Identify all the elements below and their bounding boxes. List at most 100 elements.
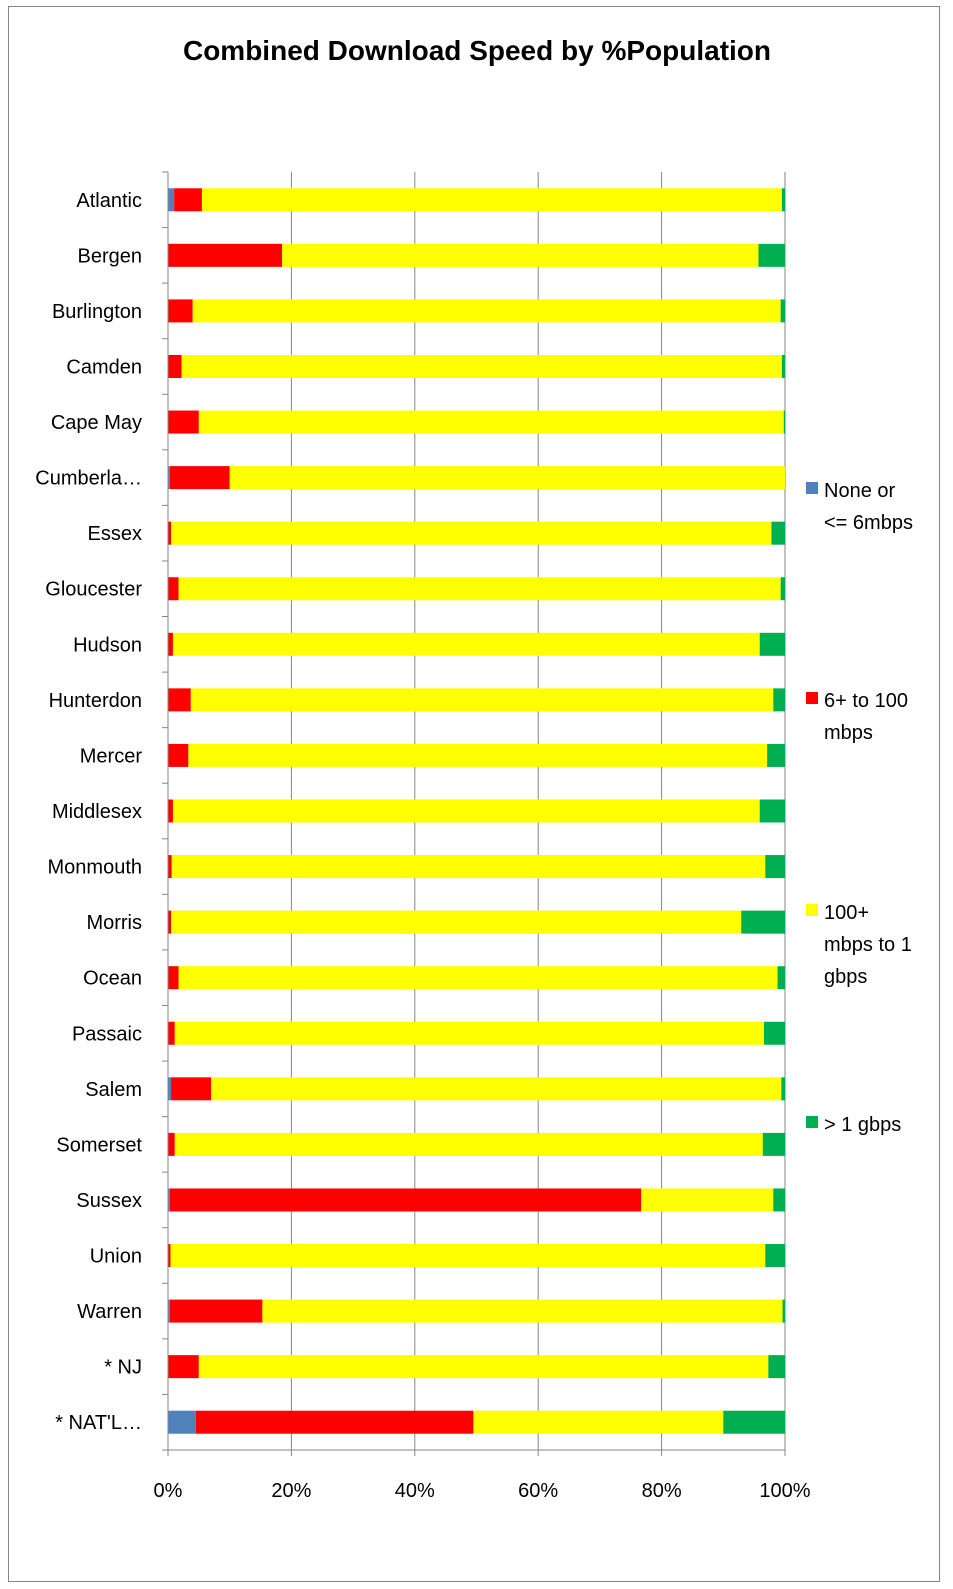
category-label: Hunterdon	[49, 690, 142, 712]
bar-segment	[168, 966, 179, 990]
bar-segment	[168, 1188, 170, 1212]
category-labels: Atlantic Bergen Burlington Camden Cape May Cu…	[35, 190, 142, 1434]
category-label: Hudson	[73, 634, 142, 656]
bar-segment	[168, 1299, 170, 1323]
bar-segment	[783, 410, 785, 434]
legend-label: mbps to 1	[824, 934, 912, 956]
legend-label: > 1 gbps	[824, 1114, 901, 1136]
bar-segment	[168, 188, 175, 212]
x-tick-label: 0%	[154, 1480, 183, 1502]
legend-label: <= 6mbps	[824, 512, 913, 534]
bar-segment	[181, 354, 782, 378]
bar-segment	[282, 243, 759, 267]
bar-segment	[741, 910, 785, 934]
legend: None or <= 6mbps 6+ to 100 mbps 100+ mbps to …	[806, 480, 913, 1136]
bar-segment	[201, 188, 782, 212]
bar-series	[168, 188, 785, 1434]
legend-swatch	[806, 904, 818, 916]
bar-segment	[174, 1021, 765, 1045]
bar-segment	[168, 354, 182, 378]
bar-segment	[773, 688, 785, 712]
category-label: Union	[90, 1246, 142, 1268]
bar-segment	[765, 1244, 785, 1268]
bar-segment	[168, 1077, 172, 1101]
bar-segment	[781, 188, 785, 212]
x-tick-label: 80%	[642, 1480, 682, 1502]
bar-segment	[168, 521, 172, 545]
category-label: Atlantic	[76, 190, 142, 212]
category-label: Mercer	[80, 745, 143, 767]
bar-segment	[777, 966, 785, 990]
bar-segment	[174, 1132, 763, 1156]
bar-segment	[780, 577, 785, 601]
bar-segment	[780, 299, 785, 323]
bar-segment	[168, 1021, 175, 1045]
bar-segment	[192, 299, 781, 323]
bar-segment	[174, 188, 202, 212]
bar-segment	[188, 743, 768, 767]
category-label: Camden	[66, 356, 142, 378]
legend-swatch	[806, 692, 818, 704]
x-tick-label: 60%	[518, 1480, 558, 1502]
x-tick-labels: 0% 20% 40% 60% 80% 100%	[154, 1480, 811, 1502]
bar-segment	[169, 466, 230, 490]
bar-segment	[764, 1021, 785, 1045]
bar-segment	[171, 1077, 212, 1101]
bar-segment	[773, 1188, 785, 1212]
bar-segment	[781, 1077, 785, 1101]
bar-segment	[781, 354, 785, 378]
bar-segment	[172, 799, 760, 823]
bar-segment	[168, 577, 179, 601]
bar-segment	[168, 1410, 196, 1434]
bar-segment	[168, 632, 173, 656]
bar-segment	[641, 1188, 774, 1212]
bar-segment	[168, 855, 172, 879]
bar-segment	[168, 410, 199, 434]
axes	[162, 171, 786, 1456]
bar-segment	[229, 466, 785, 490]
chart-title: Combined Download Speed by %Population	[183, 35, 771, 66]
bar-segment	[168, 1355, 199, 1379]
category-label: Cumberla…	[35, 468, 142, 490]
legend-label: 100+	[824, 902, 869, 924]
x-tick-label: 20%	[271, 1480, 311, 1502]
bar-segment	[771, 521, 785, 545]
bar-segment	[171, 910, 742, 934]
bar-segment	[178, 577, 781, 601]
bar-segment	[172, 632, 760, 656]
bar-segment	[758, 243, 785, 267]
bar-segment	[168, 910, 172, 934]
bar-segment	[198, 1355, 769, 1379]
bar-segment	[211, 1077, 782, 1101]
bar-segment	[190, 688, 774, 712]
legend-label: 6+ to 100	[824, 690, 908, 712]
category-label: Warren	[77, 1301, 142, 1323]
bar-segment	[168, 1132, 175, 1156]
legend-swatch	[806, 1116, 818, 1128]
category-label: Sussex	[76, 1190, 142, 1212]
bar-segment	[168, 799, 173, 823]
bar-segment	[195, 1410, 474, 1434]
bar-segment	[765, 855, 785, 879]
category-label: Gloucester	[45, 579, 142, 601]
bar-segment	[171, 855, 766, 879]
category-label: Salem	[85, 1079, 142, 1101]
legend-swatch	[806, 482, 818, 494]
bar-segment	[762, 1132, 785, 1156]
bar-segment	[782, 1299, 785, 1323]
category-label: Monmouth	[48, 857, 143, 879]
category-label: Cape May	[51, 412, 142, 434]
legend-label: None or	[824, 480, 895, 502]
category-label: * NAT'L…	[55, 1412, 142, 1434]
category-label: Burlington	[52, 301, 142, 323]
x-tick-label: 40%	[395, 1480, 435, 1502]
legend-label: gbps	[824, 966, 867, 988]
bar-segment	[759, 632, 785, 656]
bar-segment	[168, 743, 189, 767]
category-label: Essex	[88, 523, 142, 545]
bar-segment	[723, 1410, 785, 1434]
bar-segment	[168, 1244, 171, 1268]
category-label: Bergen	[78, 245, 143, 267]
bar-segment	[168, 688, 191, 712]
bar-segment	[768, 1355, 785, 1379]
